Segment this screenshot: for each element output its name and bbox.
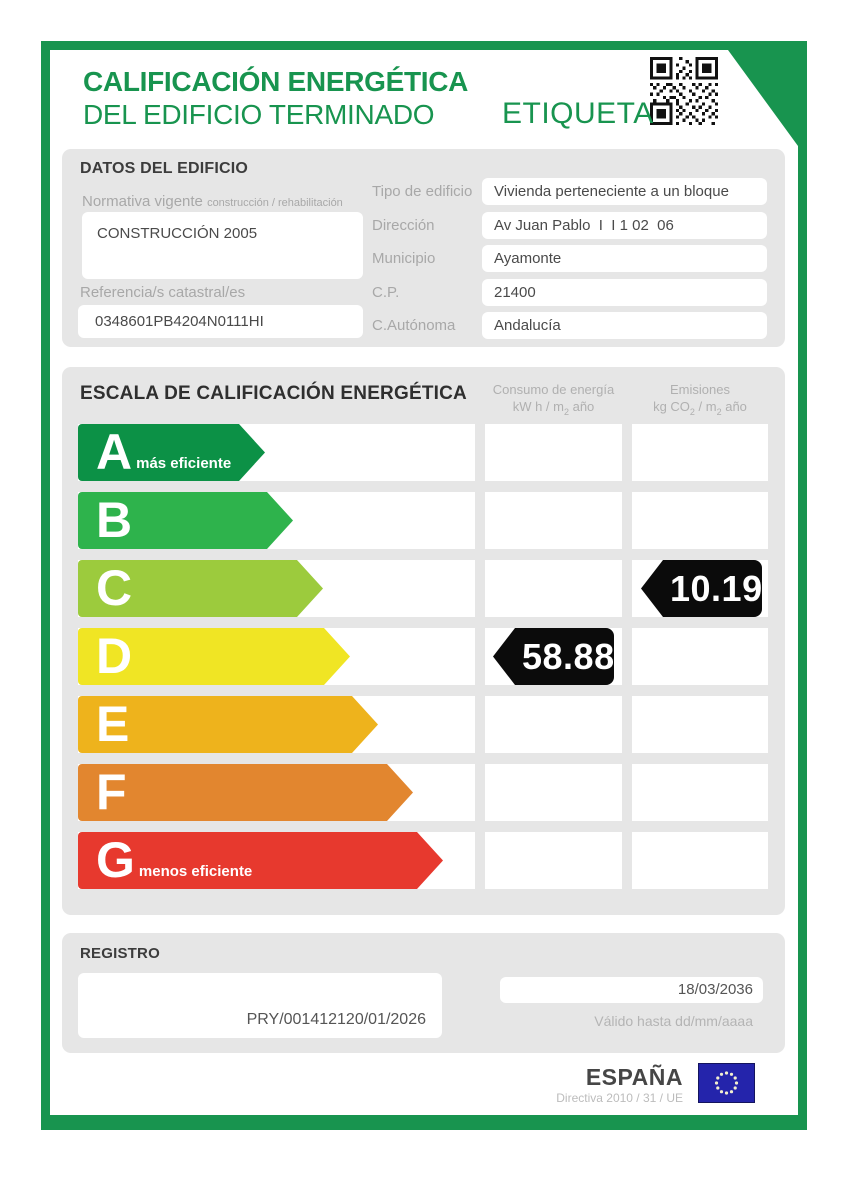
rating-arrow: A más eficiente: [78, 424, 265, 481]
rating-letter: B: [96, 492, 133, 548]
field-value-box: Vivienda perteneciente a un bloque: [482, 178, 767, 205]
valid-until-box: 18/03/2036: [500, 977, 763, 1003]
referencia-value: 0348601PB4204N0111HI: [95, 313, 264, 330]
qr-code-icon: [650, 57, 718, 125]
field-cp: C.P. 21400: [62, 279, 785, 306]
registro-section-title: REGISTRO: [80, 945, 160, 962]
emisiones-cell: [632, 628, 768, 685]
rating-note: menos eficiente: [138, 863, 253, 880]
eu-flag-icon: [698, 1063, 755, 1103]
rating-row: B: [62, 492, 785, 549]
page-title: CALIFICACIÓN ENERGÉTICA: [83, 66, 469, 97]
field-value-box: 21400: [482, 279, 767, 306]
field-label: C.Autónoma: [372, 317, 456, 334]
country-label: ESPAÑA: [585, 1064, 683, 1090]
valid-until-value: 18/03/2036: [677, 981, 753, 998]
green-border-frame: [41, 41, 807, 1130]
emisiones-column-header: Emisiones kg CO2 / m2 año: [632, 381, 768, 421]
directive-label: Directiva 2010 / 31 / UE: [556, 1091, 683, 1105]
registry-number: PRY/001412120/01/2026: [246, 1011, 426, 1028]
normativa-value: CONSTRUCCIÓN 2005: [97, 225, 258, 242]
field-label: Municipio: [372, 250, 436, 267]
rating-row: G menos eficiente: [62, 832, 785, 889]
emisiones-header-title: Emisiones: [670, 382, 730, 397]
building-data-panel: DATOS DEL EDIFICIO Normativa vigente con…: [62, 149, 785, 347]
field-value: Andalucía: [494, 317, 561, 334]
rating-letter: F: [96, 764, 127, 820]
emisiones-cell: [632, 492, 768, 549]
building-section-title: DATOS DEL EDIFICIO: [80, 160, 249, 177]
rating-arrow: F: [78, 764, 413, 821]
rating-letter: C: [96, 560, 133, 616]
registro-panel: REGISTRO PRY/001412120/01/2026 18/03/203…: [62, 933, 785, 1053]
field-value: 21400: [494, 284, 536, 301]
field-value: Ayamonte: [494, 250, 562, 267]
etiqueta-label: ETIQUETA: [502, 97, 654, 130]
emisiones-value-badge: 10.19: [641, 560, 762, 617]
field-cautonoma: C.Autónoma Andalucía: [62, 312, 785, 339]
page-subtitle: DEL EDIFICIO TERMINADO: [83, 99, 435, 130]
consumo-cell: [485, 764, 622, 821]
rating-arrow: C: [78, 560, 323, 617]
field-value: Vivienda perteneciente a un bloque: [494, 183, 729, 200]
emisiones-cell: [632, 832, 768, 889]
registry-number-box: PRY/001412120/01/2026: [78, 973, 442, 1038]
consumo-column-header: Consumo de energía kW h / m2 año: [485, 381, 622, 421]
field-direccion: Dirección Av Juan Pablo I I 1 02 06: [62, 212, 785, 239]
rating-letter: G: [96, 832, 135, 888]
emisiones-header-unit: kg CO2 / m2 año: [653, 399, 747, 417]
field-label: C.P.: [372, 284, 400, 301]
rating-note: más eficiente: [136, 455, 232, 472]
field-value: Av Juan Pablo I I 1 02 06: [494, 217, 674, 234]
rating-row: D: [62, 628, 785, 685]
rating-letter: A: [96, 424, 133, 480]
rating-row: F: [62, 764, 785, 821]
referencia-value-box: 0348601PB4204N0111HI: [78, 305, 363, 338]
normativa-sublabel-text: construcción / rehabilitación: [207, 197, 343, 209]
field-tipo-edificio: Tipo de edificio Vivienda perteneciente …: [62, 178, 785, 205]
emisiones-cell: [632, 764, 768, 821]
consumo-cell: [485, 696, 622, 753]
consumo-value-badge: 58.88: [493, 628, 614, 685]
consumo-cell: [485, 492, 622, 549]
rating-letter: E: [96, 696, 130, 752]
rating-scale-panel: ESCALA DE CALIFICACIÓN ENERGÉTICA Consum…: [62, 367, 785, 915]
field-value-box: Ayamonte: [482, 245, 767, 272]
rating-arrow: B: [78, 492, 293, 549]
consumo-header-title: Consumo de energía: [492, 382, 615, 397]
field-label: Tipo de edificio: [372, 183, 473, 200]
field-municipio: Municipio Ayamonte: [62, 245, 785, 272]
normativa-label: Normativa vigente construcción / rehabil…: [82, 193, 343, 210]
referencia-label: Referencia/s catastral/es: [80, 284, 246, 301]
normativa-label-text: Normativa vigente: [82, 193, 203, 210]
consumo-value: 58.88: [522, 635, 615, 677]
rating-arrow: D: [78, 628, 350, 685]
emisiones-value: 10.19: [670, 567, 763, 609]
consumo-header-unit: kW h / m2 año: [512, 399, 595, 417]
rating-row: A más eficiente: [62, 424, 785, 481]
rating-arrow: G menos eficiente: [78, 832, 443, 889]
field-value-box: Av Juan Pablo I I 1 02 06: [482, 212, 767, 239]
rating-letter: D: [96, 628, 133, 684]
emisiones-cell: [632, 696, 768, 753]
consumo-cell: [485, 424, 622, 481]
emisiones-cell: [632, 424, 768, 481]
normativa-value-box: CONSTRUCCIÓN 2005: [82, 212, 363, 279]
rating-arrow: E: [78, 696, 378, 753]
rating-row: E: [62, 696, 785, 753]
valid-until-label: Válido hasta dd/mm/aaaa: [594, 1013, 753, 1029]
field-value-box: Andalucía: [482, 312, 767, 339]
field-label: Dirección: [372, 217, 435, 234]
scale-section-title: ESCALA DE CALIFICACIÓN ENERGÉTICA: [80, 383, 467, 404]
consumo-cell: [485, 832, 622, 889]
consumo-cell: [485, 560, 622, 617]
